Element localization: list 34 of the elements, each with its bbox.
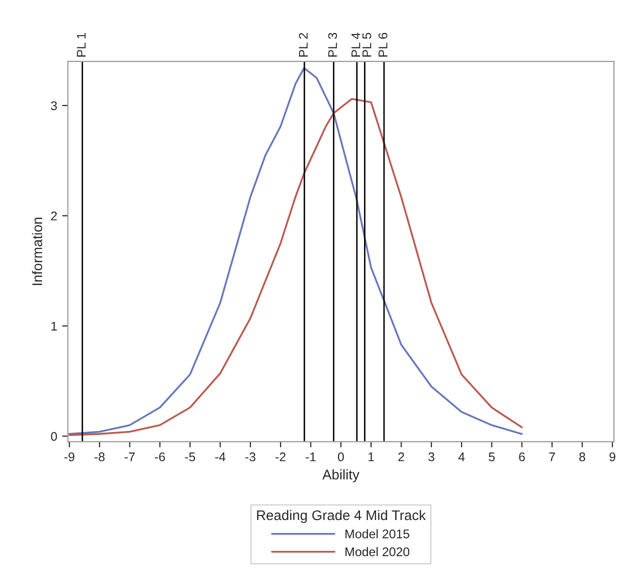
ref-line-label: PL 6 (378, 32, 388, 57)
x-tick-label: -8 (94, 452, 105, 462)
x-tick-label: 4 (458, 452, 465, 462)
x-tick-label: -1 (306, 452, 316, 462)
x-tick-label: 7 (549, 452, 555, 462)
y-tick-label: 1 (51, 322, 57, 330)
y-tick-label: 0 (50, 432, 57, 441)
x-tick-label: -4 (215, 452, 226, 462)
x-tick-label: -5 (185, 452, 196, 462)
x-tick-label: 3 (428, 452, 434, 462)
x-tick-label: -9 (64, 452, 74, 462)
x-tick-label: -6 (154, 452, 165, 462)
x-tick-label: 1 (368, 452, 374, 462)
x-tick-label: 8 (579, 452, 586, 462)
legend-title: Reading Grade 4 Mid Track (257, 510, 426, 523)
x-tick-label: 0 (338, 452, 344, 462)
legend-label: Model 2020 (346, 547, 410, 556)
ref-line-label: PL 1 (76, 32, 86, 57)
x-tick-label: -2 (276, 452, 286, 462)
y-tick-label: 2 (51, 212, 57, 220)
ref-line-label: PL 2 (298, 33, 308, 57)
y-axis-title: Information (32, 218, 42, 286)
x-tick-label: 2 (398, 452, 404, 462)
x-tick-label: 6 (519, 452, 525, 462)
x-tick-label: 9 (610, 452, 616, 462)
legend-label: Model 2015 (346, 529, 410, 538)
x-axis-title: Ability (322, 469, 360, 482)
y-tick-label: 3 (50, 101, 57, 110)
x-tick-label: -3 (245, 452, 256, 462)
x-tick-label: 5 (488, 452, 495, 462)
ref-line-label: PL 5 (362, 32, 372, 57)
x-tick-label: -7 (124, 452, 135, 462)
ref-line-label: PL 4 (352, 32, 360, 57)
ref-line-label: PL 3 (328, 32, 338, 57)
